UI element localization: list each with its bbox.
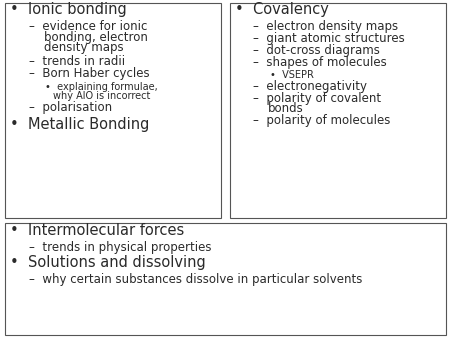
Bar [4,223,446,335]
Text: •  explaining formulae,: • explaining formulae, [45,81,158,92]
Text: –  trends in physical properties: – trends in physical properties [29,241,212,254]
Text: –  why certain substances dissolve in particular solvents: – why certain substances dissolve in par… [29,273,363,286]
Text: –  shapes of molecules: – shapes of molecules [253,56,387,69]
Text: –  polarisation: – polarisation [29,101,112,114]
Text: bonding, electron: bonding, electron [44,30,148,44]
Text: why AlO is incorrect: why AlO is incorrect [53,91,150,101]
Text: –  evidence for ionic: – evidence for ionic [29,20,148,33]
Text: •  Covalency: • Covalency [235,1,329,17]
Text: •  Metallic Bonding: • Metallic Bonding [10,117,149,132]
Text: –  polarity of covalent: – polarity of covalent [253,92,381,105]
Text: –  giant atomic structures: – giant atomic structures [253,32,405,45]
Text: •  VSEPR: • VSEPR [270,70,314,80]
Text: –  dot-cross diagrams: – dot-cross diagrams [253,44,380,57]
Text: •  Ionic bonding: • Ionic bonding [10,1,126,17]
Text: –  polarity of molecules: – polarity of molecules [253,114,390,127]
Text: •  Intermolecular forces: • Intermolecular forces [10,223,184,238]
Text: bonds: bonds [268,102,303,115]
Text: –  Born Haber cycles: – Born Haber cycles [29,67,150,80]
Bar [4,3,220,218]
Text: density maps: density maps [44,41,124,54]
Text: –  trends in radii: – trends in radii [29,55,126,68]
Text: –  electronegativity: – electronegativity [253,80,367,93]
Text: •  Solutions and dissolving: • Solutions and dissolving [10,255,206,270]
Bar [230,3,446,218]
Text: –  electron density maps: – electron density maps [253,20,398,33]
